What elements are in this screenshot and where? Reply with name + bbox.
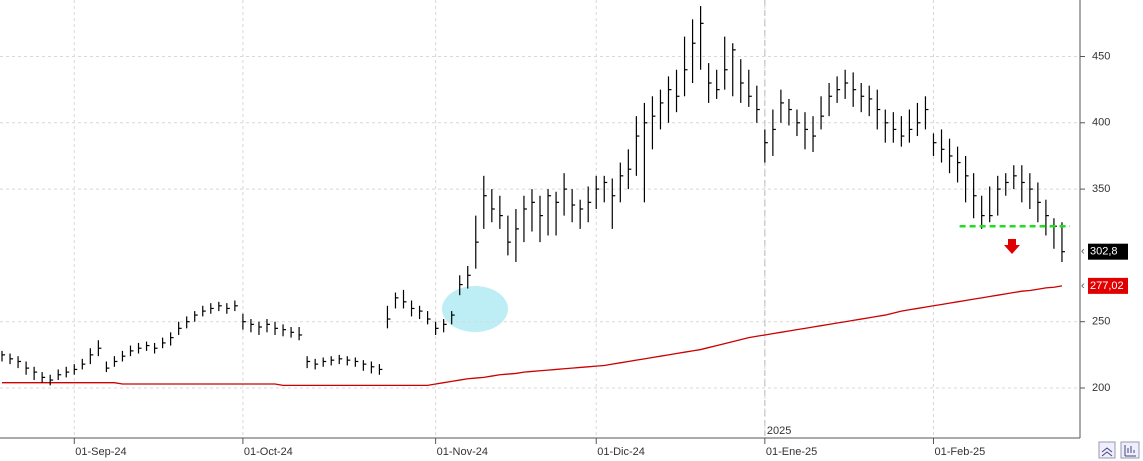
x-tick-label: 01-Feb-25 (934, 446, 985, 458)
last-ma-label: 277,02 (1090, 280, 1124, 292)
x-tick-label: 01-Dic-24 (597, 446, 645, 458)
last-close-label-box (1088, 243, 1128, 260)
x-tick-label: 01-Sep-24 (75, 446, 126, 458)
x-tick-label: 01-Ene-25 (766, 446, 817, 458)
settings-icon (1124, 445, 1136, 457)
y-tick-label: 350 (1092, 183, 1110, 195)
x-tick-label: 01-Oct-24 (244, 446, 293, 458)
down-arrow (1004, 239, 1020, 254)
y-tick-label: 450 (1092, 50, 1110, 62)
y-tick-label: 250 (1092, 316, 1110, 328)
last-close-label: 302,8 (1090, 246, 1118, 258)
scroll-button[interactable] (1098, 441, 1116, 459)
moving-average-line (2, 285, 1063, 387)
last-ma-label-box (1088, 277, 1128, 294)
year-label: 2025 (767, 425, 791, 437)
y-tick-label: 400 (1092, 117, 1110, 129)
x-tick-label: 01-Nov-24 (437, 446, 488, 458)
last-close-label-pointer: ‹ (1081, 246, 1085, 258)
y-tick-label: 200 (1092, 382, 1110, 394)
last-ma-label-pointer: ‹ (1081, 280, 1085, 292)
scroll-icon (1101, 447, 1113, 457)
highlight-ellipse (442, 286, 508, 332)
